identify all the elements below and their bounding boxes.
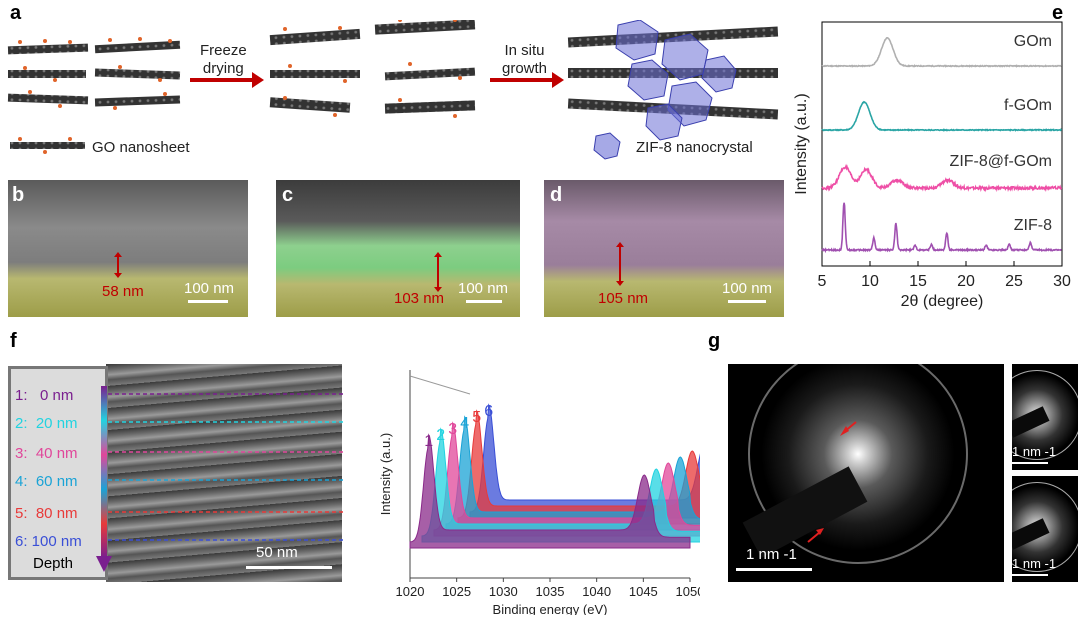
xrd-chart: 5 10 15 20 25 30 2θ (degree) Intensity (a.u.) GO…: [793, 21, 1071, 310]
depth-level-label: 2: 20 nm: [15, 415, 78, 432]
panel-label-d: d: [550, 184, 563, 206]
depth-title: Depth: [33, 555, 74, 572]
sem-image-b: b 58 nm 100 nm: [8, 180, 248, 317]
thickness-label-c: 103 nm: [394, 290, 445, 307]
saed-inset-top: 1 nm -1: [1012, 364, 1078, 470]
xps-xlabel: Binding energy (eV): [493, 602, 608, 615]
xrd-series-label: ZIF-8@f-GOm: [950, 153, 1052, 170]
saed-inset-bottom: 1 nm -1: [1012, 476, 1078, 582]
xrd-series-line: [821, 202, 1062, 254]
depth-level-label: 5: 80 nm: [15, 505, 78, 522]
legend-zif8-icon: [593, 132, 621, 160]
xps-series-label: 5: [472, 409, 481, 426]
xrd-series-line: [821, 100, 1063, 132]
depth-level-label: 4: 60 nm: [15, 473, 78, 490]
legend-go-nanosheet: GO nanosheet: [92, 139, 190, 156]
legend-go-nanosheet-icon: [10, 137, 85, 154]
xps-series-label: 4: [460, 415, 469, 432]
thickness-label-b: 58 nm: [102, 283, 144, 300]
xrd-tick-label: 30: [1053, 273, 1071, 290]
xps-depth-axis: [409, 375, 471, 395]
saed-scale-main: 1 nm -1: [736, 546, 812, 571]
depth-sem-image: 50 nm: [106, 364, 342, 582]
xps-series-area: [409, 433, 691, 549]
scale-bar-f: 50 nm: [246, 544, 332, 569]
arrow-in-situ-growth: [490, 72, 564, 88]
depth-level-label: 1: 0 nm: [15, 387, 74, 404]
xps-chart: 1020 1025 1030 1035 1040 1045 1050 Binding ener…: [378, 370, 700, 615]
xps-series-label: 1: [424, 433, 433, 450]
xrd-series-line: [821, 37, 1062, 68]
xrd-tick-label: 5: [818, 273, 827, 290]
depth-lines: [108, 393, 346, 541]
xps-series-label: 3: [448, 421, 457, 438]
depth-arrow: [96, 386, 112, 572]
xps-tick-label: 1020: [396, 584, 425, 599]
xps-series-label: 2: [436, 427, 445, 444]
xrd-series-line: [821, 163, 1063, 193]
sem-image-c: c 103 nm 100 nm: [276, 180, 520, 317]
xps-tick-label: 1050: [676, 584, 700, 599]
xrd-tick-label: 15: [909, 273, 927, 290]
xrd-frame: [821, 21, 1063, 267]
schematic-illustration: [7, 20, 779, 160]
xps-tick-label: 1025: [442, 584, 471, 599]
step-freeze-drying: Freeze drying: [200, 42, 247, 77]
xrd-tick-label: 10: [861, 273, 879, 290]
xps-tick-label: 1040: [582, 584, 611, 599]
xps-tick-label: 1045: [629, 584, 658, 599]
depth-level-label: 3: 40 nm: [15, 445, 78, 462]
panel-label-f: f: [10, 330, 17, 352]
scale-bar-b: 100 nm: [184, 280, 234, 303]
depth-legend-box: 1: 0 nm 2: 20 nm 3: 40 nm 4: 60 nm 5: 80 nm 6…: [8, 366, 108, 580]
panel-label-a: a: [10, 2, 22, 24]
go-stack-initial: [7, 37, 181, 110]
xps-series-label: 6: [484, 403, 493, 420]
xps-tick-label: 1035: [536, 584, 565, 599]
panel-label-c: c: [282, 184, 294, 206]
xrd-series-label: ZIF-8: [1014, 217, 1052, 234]
xps-ylabel: Intensity (a.u.): [378, 433, 393, 515]
step-in-situ-growth: In situ growth: [502, 42, 548, 77]
zif-go-composite: [567, 20, 779, 141]
xrd-ylabel: Intensity (a.u.): [793, 93, 810, 194]
sem-image-d: d 105 nm 100 nm: [544, 180, 784, 317]
xrd-tick-label: 20: [957, 273, 975, 290]
panel-label-e: e: [1052, 2, 1064, 24]
legend-zif8-nanocrystal: ZIF-8 nanocrystal: [636, 139, 753, 156]
saed-main-pattern: 1 nm -1: [728, 364, 1004, 582]
xps-tick-label: 1030: [489, 584, 518, 599]
go-stack-freeze-dried: [269, 20, 476, 118]
panel-label-g: g: [708, 330, 721, 352]
arrow-freeze-drying: [190, 72, 264, 88]
xrd-xlabel: 2θ (degree): [901, 293, 984, 310]
xrd-series-label: GOm: [1014, 33, 1052, 50]
scale-bar-c: 100 nm: [458, 280, 508, 303]
saed-scale-inset-top: 1 nm -1: [1012, 444, 1056, 464]
xrd-tick-label: 25: [1005, 273, 1023, 290]
xrd-series-label: f-GOm: [1004, 97, 1052, 114]
depth-level-label: 6: 100 nm: [15, 533, 82, 550]
scale-bar-d: 100 nm: [722, 280, 772, 303]
saed-scale-inset-bottom: 1 nm -1: [1012, 556, 1056, 576]
panel-label-b: b: [12, 184, 25, 206]
thickness-label-d: 105 nm: [598, 290, 649, 307]
